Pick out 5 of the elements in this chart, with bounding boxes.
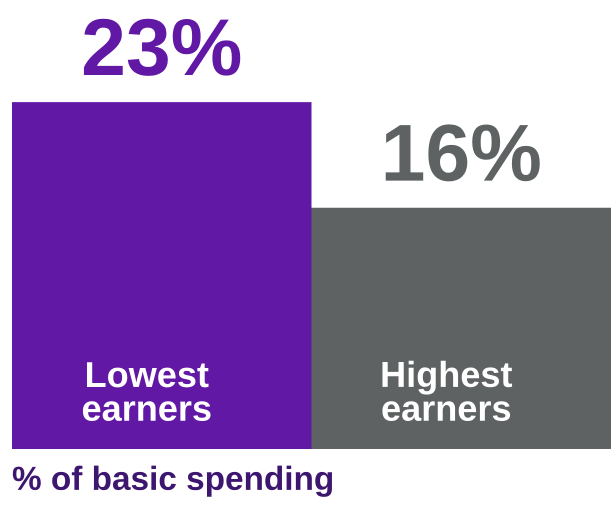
x-axis-title: % of basic spending	[12, 466, 332, 497]
data-label: 16%	[386, 124, 540, 182]
data-label: 23%	[84, 18, 240, 76]
x-tick-label: Lowest earners	[82, 362, 211, 422]
x-tick-label: Highest earners	[382, 360, 512, 422]
